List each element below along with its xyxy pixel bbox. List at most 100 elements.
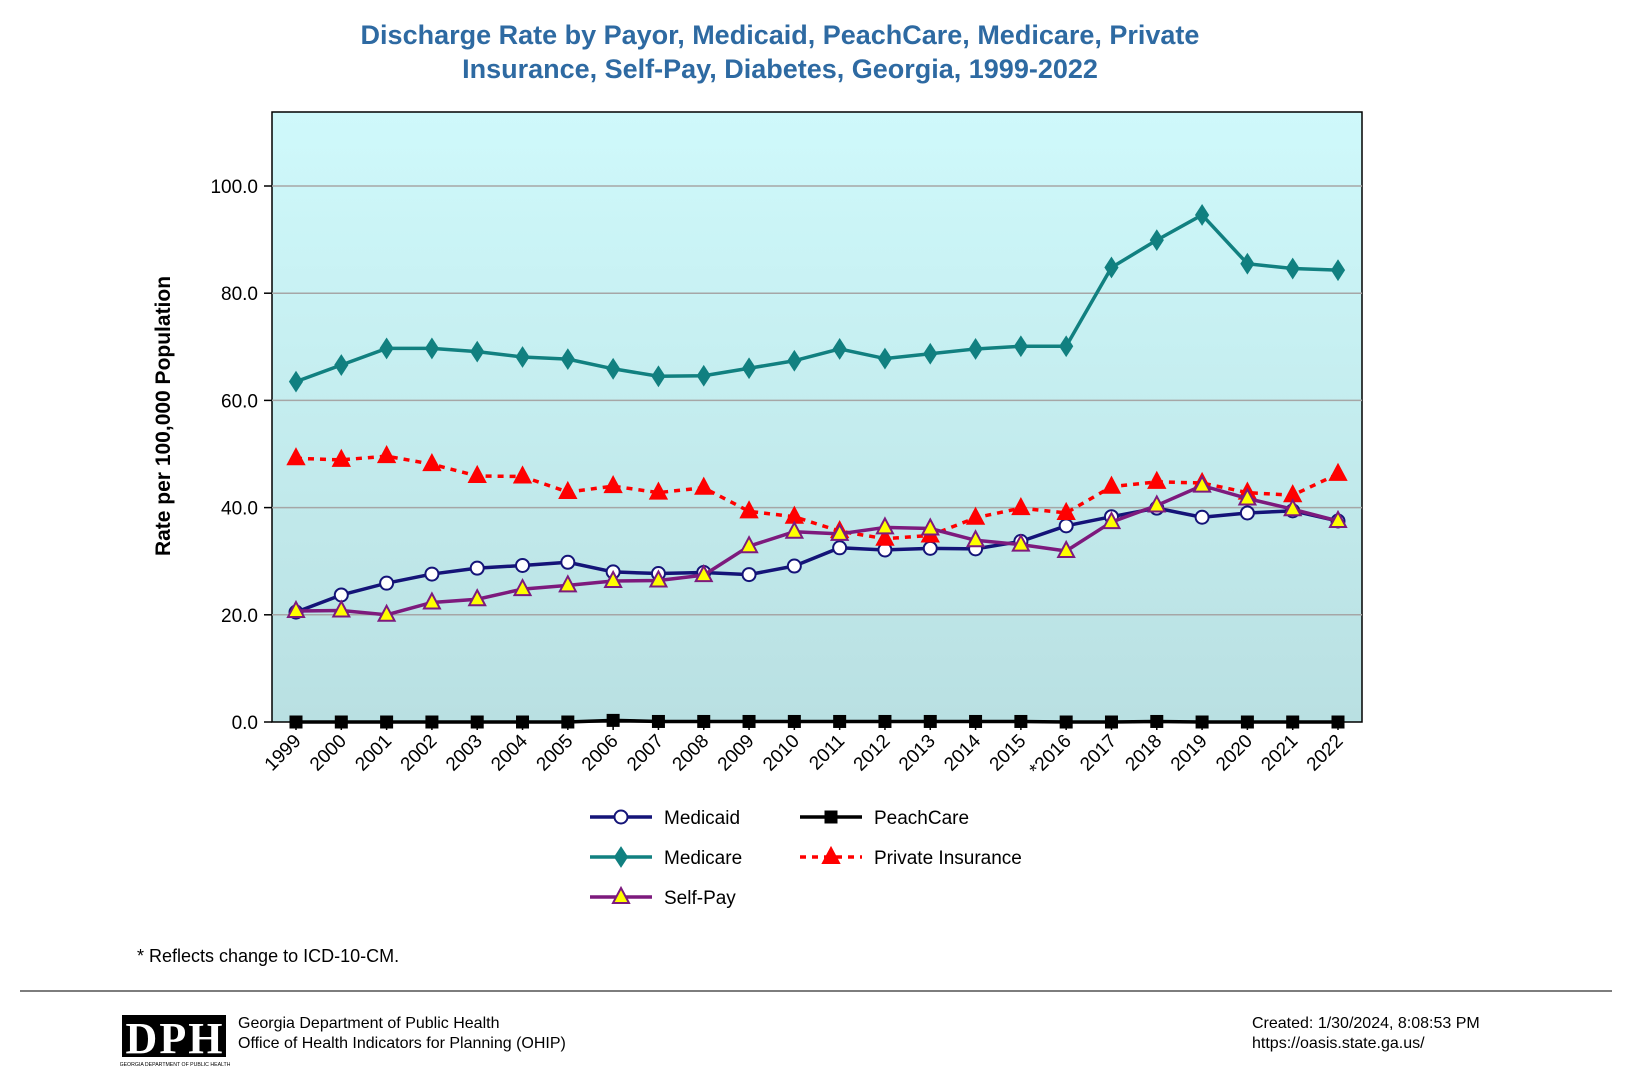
peachcare-marker (516, 715, 530, 729)
medicaid-marker (1239, 505, 1255, 521)
source-url[interactable]: https://oasis.state.ga.us/ (1252, 1035, 1425, 1052)
x-tick-label: 2013 (895, 731, 940, 776)
legend-label-medicaid: Medicaid (664, 808, 740, 829)
x-tick-label: 2003 (442, 731, 487, 776)
legend: Medicaid PeachCare Medicare Private Insuran… (590, 808, 1022, 909)
private-insurance-marker (1147, 470, 1167, 489)
medicaid-marker (922, 540, 938, 556)
medicare-marker (1104, 256, 1119, 279)
x-tick-label: 2015 (986, 731, 1031, 776)
created-timestamp: Created: 1/30/2024, 8:08:53 PM (1252, 1015, 1480, 1032)
private-insurance-marker (1328, 462, 1348, 481)
medicare-marker (379, 337, 394, 360)
medicare-marker (968, 338, 983, 360)
medicaid-marker (469, 560, 485, 576)
medicare-marker (606, 357, 621, 380)
medicare-marker (1194, 204, 1210, 226)
private-insurance-marker (1056, 501, 1076, 520)
private-insurance-marker (1011, 497, 1031, 516)
medicare-marker (560, 348, 575, 371)
medicare-marker (1285, 257, 1300, 280)
medicare-marker (877, 347, 893, 370)
peachcare-marker (833, 714, 847, 728)
self-pay-marker (1011, 533, 1031, 552)
peachcare-marker (1014, 714, 1028, 728)
medicaid-marker (786, 558, 802, 574)
medicare-marker (334, 354, 349, 376)
self-pay-marker (331, 599, 351, 618)
self-pay-marker (1101, 510, 1122, 530)
peachcare-marker (1150, 714, 1164, 728)
x-tick-label: 2004 (487, 730, 532, 775)
medicaid-marker (515, 557, 531, 573)
medicare-marker (288, 370, 304, 393)
peachcare-marker (742, 714, 756, 728)
peachcare-marker (1240, 715, 1254, 729)
peachcare-marker (334, 715, 348, 729)
peachcare-marker (470, 715, 484, 729)
x-tick-label: 2008 (669, 731, 714, 776)
medicare-marker (1013, 335, 1028, 358)
private-insurance-marker (331, 448, 351, 467)
medicare-marker (787, 349, 802, 372)
self-pay-marker (558, 574, 578, 593)
org-office: Office of Health Indicators for Planning… (238, 1035, 566, 1052)
self-pay-marker (376, 603, 397, 622)
self-pay-line (295, 483, 1339, 617)
peachcare-marker (1331, 715, 1345, 729)
private-insurance-marker (739, 500, 759, 519)
private-insurance-marker (422, 453, 442, 472)
x-tick-label: 2006 (578, 731, 623, 776)
dph-logo: DPH GEORGIA DEPARTMENT OF PUBLIC HEALTH (120, 1014, 230, 1068)
legend-label-peachcare: PeachCare (874, 808, 969, 829)
medicare-marker (1149, 229, 1164, 252)
self-pay-marker (829, 522, 850, 541)
x-tick-label: 2001 (351, 731, 396, 776)
medicare-line (295, 213, 1339, 384)
self-pay-marker (648, 569, 669, 588)
private-insurance-marker (286, 447, 306, 466)
medicare-marker (1330, 259, 1346, 282)
x-tick-label: 2018 (1122, 731, 1167, 776)
x-axis: 1999 2000 2001 2002 2003 2004 2005 2006 2007 2008… (261, 722, 1348, 781)
self-pay-marker (920, 517, 940, 536)
self-pay-marker (875, 516, 895, 535)
medicaid-marker (1058, 518, 1074, 534)
self-pay-marker (467, 588, 487, 607)
self-pay-marker (512, 577, 533, 597)
x-tick-label: 2014 (940, 730, 985, 775)
x-tick-label: 2011 (805, 731, 849, 775)
medicaid-marker (741, 567, 757, 583)
self-pay-marker (784, 520, 805, 539)
peachcare-marker (1104, 715, 1118, 729)
self-pay-marker (694, 564, 714, 583)
self-pay-marker (965, 529, 986, 548)
x-tick-label: 2007 (623, 731, 668, 776)
medicaid-marker (424, 566, 440, 582)
created-info: Created: 1/30/2024, 8:08:53 PM https://o… (1252, 1014, 1480, 1054)
peachcare-marker (878, 714, 892, 728)
peachcare-marker (824, 810, 838, 824)
x-tick-label: 2005 (533, 731, 578, 776)
svg-text:DPH: DPH (126, 1014, 225, 1063)
medicare-marker (741, 357, 757, 380)
footnote: * Reflects change to ICD-10-CM. (137, 946, 400, 966)
private-insurance-marker (1101, 475, 1122, 494)
peachcare-marker (380, 715, 394, 729)
x-tick-label: 2009 (714, 731, 759, 776)
self-pay-marker (422, 591, 442, 610)
y-tick-label: 0.0 (232, 713, 258, 734)
self-pay-marker (603, 569, 623, 589)
legend-label-self-pay: Self-Pay (664, 888, 736, 909)
series-group (286, 204, 1348, 729)
footer-divider (20, 990, 1612, 992)
private-insurance-marker (965, 506, 986, 525)
medicare-marker (613, 846, 629, 868)
y-axis: 0.0 20.0 40.0 60.0 80.0 100.0 (210, 177, 272, 734)
y-tick-label: 40.0 (221, 499, 258, 520)
legend-label-private-insurance: Private Insurance (874, 848, 1022, 869)
y-tick-label: 80.0 (221, 284, 258, 305)
medicare-marker (1240, 252, 1255, 275)
medicare-marker (696, 364, 711, 387)
private-insurance-marker (512, 465, 533, 484)
